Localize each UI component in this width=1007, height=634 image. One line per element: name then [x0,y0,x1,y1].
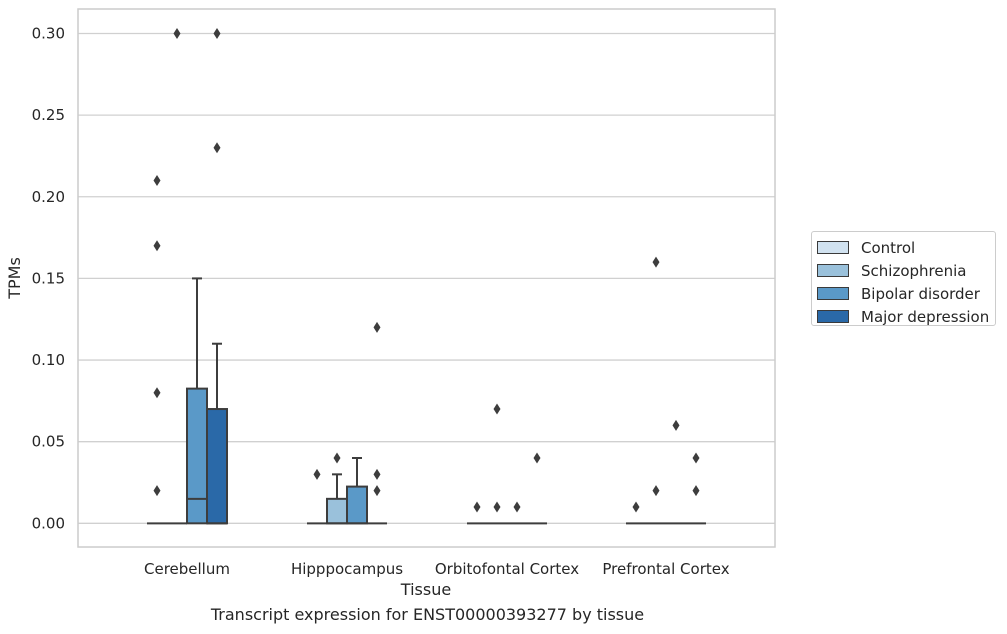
outlier-point [373,321,381,333]
outlier-point [473,501,481,513]
box-bipolar-disorder [346,457,368,525]
outlier-point [333,452,341,464]
legend-label: Major depression [861,307,990,326]
box-bipolar-disorder [507,501,527,525]
box-body [186,387,208,525]
outlier-point [213,27,221,39]
x-tick-label: Cerebellum [144,560,230,578]
box-control [307,468,327,525]
outlier-point [672,419,680,431]
outlier-point [533,452,541,464]
outlier-point [632,501,640,513]
x-tick-labels: Cerebellum Hipppocampus Orbitofontal Corte… [144,560,730,578]
x-axis-label: Tissue [400,580,451,599]
legend-label: Schizophrenia [861,261,967,280]
y-tick-label: 0.25 [32,106,65,124]
outlier-point [513,501,521,513]
legend-item: Control [817,236,995,259]
outlier-point [313,468,321,480]
y-tick-label: 0.00 [32,514,65,532]
legend-label: Bipolar disorder [861,284,980,303]
outlier-point [493,501,501,513]
box-control [147,174,167,525]
outlier-point [493,403,501,415]
box-major-depression [686,452,706,525]
y-axis-label: TPMs [5,257,24,300]
outlier-point [373,468,381,480]
box-series-group [147,27,706,525]
legend-label: Control [861,238,916,257]
box-control [467,501,487,525]
legend-item: Bipolar disorder [817,282,995,305]
outlier-point [652,256,660,268]
box-major-depression [206,27,228,525]
legend-swatch [817,241,849,254]
y-tick-label: 0.10 [32,351,65,369]
y-tick-label: 0.05 [32,433,65,451]
outlier-point [173,27,181,39]
box-control [626,501,646,525]
gridlines [78,32,775,524]
outlier-point [213,142,221,154]
legend-item: Major depression [817,305,995,328]
legend-swatch [817,287,849,300]
box-body [206,408,228,525]
outlier-point [153,387,161,399]
x-tick-label: Hipppocampus [291,560,403,578]
box-schizophrenia [326,452,348,525]
box-schizophrenia [487,403,507,525]
box-schizophrenia [646,256,666,525]
y-tick-label: 0.15 [32,269,65,287]
outlier-point [692,485,700,497]
box-bipolar-disorder [186,277,208,525]
box-body [346,485,368,525]
x-tick-label: Orbitofontal Cortex [435,560,579,578]
legend-swatch [817,310,849,323]
outlier-point [652,485,660,497]
outlier-point [373,485,381,497]
legend-item: Schizophrenia [817,259,995,282]
figure-caption: Transcript expression for ENST0000039327… [210,605,645,624]
outlier-point [153,485,161,497]
outlier-point [692,452,700,464]
y-tick-label: 0.20 [32,188,65,206]
box-schizophrenia [167,27,187,525]
box-body [326,497,348,525]
box-major-depression [527,452,547,525]
y-tick-labels: 0.00 0.05 0.10 0.15 0.20 0.25 0.30 [32,24,65,532]
legend: Control Schizophrenia Bipolar disorder Majo… [811,231,996,326]
plot-area-frame [77,8,776,548]
legend-swatch [817,264,849,277]
y-tick-label: 0.30 [32,24,65,42]
outlier-point [153,240,161,252]
box-bipolar-disorder [666,419,686,525]
outlier-point [153,174,161,186]
box-major-depression [367,321,387,525]
x-tick-label: Prefrontal Cortex [602,560,729,578]
